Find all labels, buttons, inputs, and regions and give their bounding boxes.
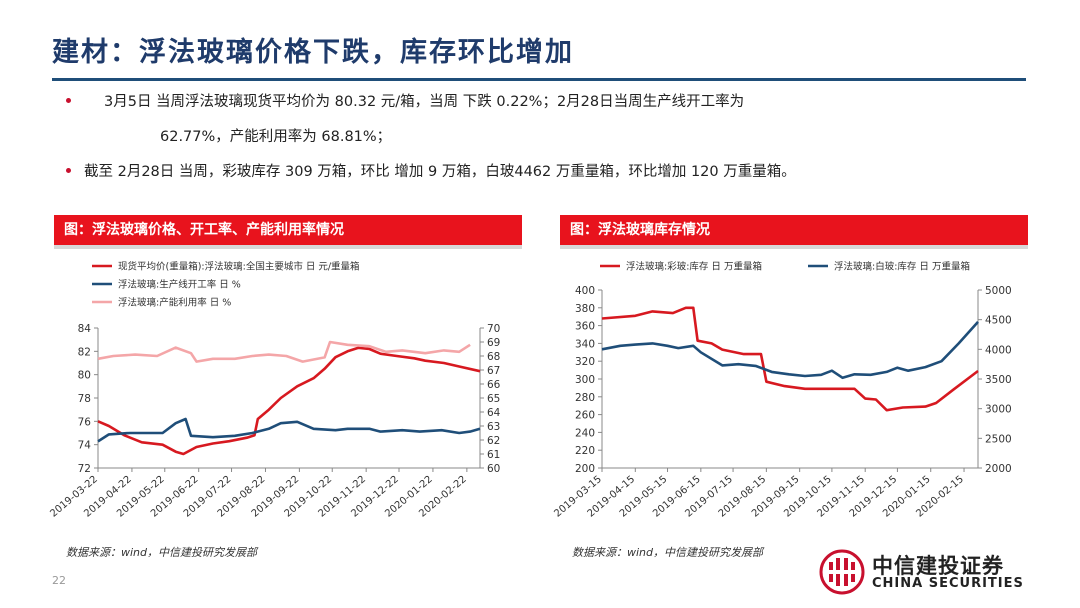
chart-left-ytick-left: 78 — [78, 393, 91, 405]
chart-right-legend-label-1: 浮法玻璃:白玻:库存 日 万重量箱 — [834, 261, 970, 273]
chart-right-series-line-0 — [601, 306, 979, 412]
chart-right-ytick-left: 200 — [575, 463, 595, 475]
chart-left-ytick-right: 60 — [487, 463, 500, 475]
chart-left-ytick-left: 76 — [78, 416, 92, 428]
chart-left-ytick-right: 69 — [487, 337, 500, 349]
chart-left-ytick-right: 63 — [487, 421, 500, 433]
chart-right-ytick-right: 2500 — [985, 433, 1012, 445]
chart-left-ytick-right: 67 — [487, 365, 500, 377]
brand-logo: 中信建投证券 CHINA SECURITIES — [818, 548, 1038, 598]
chart-left-ytick-right: 64 — [487, 407, 501, 419]
chart-right-ytick-left: 240 — [575, 427, 595, 439]
chart-left-ytick-left: 74 — [78, 440, 92, 452]
chart-right-ytick-left: 280 — [575, 392, 595, 404]
logo-en: CHINA SECURITIES — [872, 576, 1024, 591]
chart-left-ytick-right: 61 — [487, 449, 500, 461]
chart-right-ytick-right: 4500 — [985, 315, 1012, 327]
chart-left-ytick-right: 65 — [487, 393, 500, 405]
bullet-2: 截至 2月28日 当周，彩玻库存 309 万箱，环比 增加 9 万箱，白玻446… — [84, 164, 796, 180]
chart-left-ytick-right: 66 — [487, 379, 501, 391]
chart-right-ytick-right: 2000 — [985, 463, 1012, 475]
logo-cn: 中信建投证券 — [872, 554, 1004, 578]
page-title: 建材：浮法玻璃价格下跌，库存环比增加 — [52, 37, 574, 68]
chart-left-ytick-left: 80 — [78, 370, 91, 382]
chart-right-ytick-left: 400 — [575, 285, 595, 297]
chart-left-series-line-0 — [97, 346, 481, 456]
chart-left-ytick-right: 62 — [487, 435, 500, 447]
chart-right-ytick-left: 340 — [575, 338, 595, 350]
chart-left-legend-label-0: 现货平均价(重量箱):浮法玻璃:全国主要城市 日 元/重量箱 — [118, 261, 360, 273]
chart-right-ytick-right: 3500 — [985, 374, 1012, 386]
title-rule — [52, 78, 1026, 81]
chart-right-ytick-left: 320 — [575, 356, 595, 368]
bullet-1: 3月5日 当周浮法玻璃现货平均价为 80.32 元/箱，当周 下跌 0.22%；… — [104, 94, 745, 110]
chart-left-series-line-1 — [97, 417, 481, 443]
bullet-dot-2 — [66, 168, 71, 173]
chart-right-ytick-left: 360 — [575, 321, 595, 333]
chart-left-legend-label-1: 浮法玻璃:生产线开工率 日 % — [118, 279, 241, 291]
chart-right-legend-label-0: 浮法玻璃:彩玻:库存 日 万重量箱 — [626, 261, 762, 273]
chart-right-ytick-left: 300 — [575, 374, 595, 386]
bullet-dot-1 — [66, 98, 71, 103]
chart-left-ytick-right: 68 — [487, 351, 500, 363]
bullet-1-cont: 62.77%，产能利用率为 68.81%； — [160, 129, 392, 145]
page-number: 22 — [52, 574, 66, 587]
chart-right-ytick-left: 260 — [575, 410, 595, 422]
chart-right-ytick-left: 380 — [575, 303, 595, 315]
chart-left-header-shadow — [54, 245, 522, 249]
chart-right-source: 数据来源：wind，中信建投研究发展部 — [572, 546, 764, 559]
chart-left-ytick-left: 82 — [78, 346, 91, 358]
chart-right-header-shadow — [560, 245, 1028, 249]
chart-left-legend-label-2: 浮法玻璃:产能利用率 日 % — [118, 297, 231, 309]
chart-right-header: 图：浮法玻璃库存情况 — [560, 215, 1028, 245]
chart-left: 7274767880828460616263646566676869702019… — [48, 261, 501, 520]
chart-left-ytick-right: 70 — [487, 323, 500, 335]
chart-right: 200 220 240 260 280 300 320 340 360 380 400 2000 250… — [552, 261, 1012, 520]
chart-right-series-line-1 — [601, 321, 979, 380]
chart-left-header: 图：浮法玻璃价格、开工率、产能利用率情况 — [54, 215, 522, 245]
chart-left-ytick-left: 72 — [78, 463, 91, 475]
chart-left-source: 数据来源：wind，中信建投研究发展部 — [66, 546, 258, 559]
chart-right-ytick-left: 220 — [575, 445, 595, 457]
chart-right-ytick-right: 3000 — [985, 404, 1012, 416]
chart-right-ytick-right: 4000 — [985, 344, 1012, 356]
chart-right-ytick-right: 5000 — [985, 285, 1012, 297]
citic-emblem-icon — [819, 549, 865, 595]
chart-left-ytick-left: 84 — [78, 323, 92, 335]
chart-left-series-line-2 — [97, 340, 471, 363]
